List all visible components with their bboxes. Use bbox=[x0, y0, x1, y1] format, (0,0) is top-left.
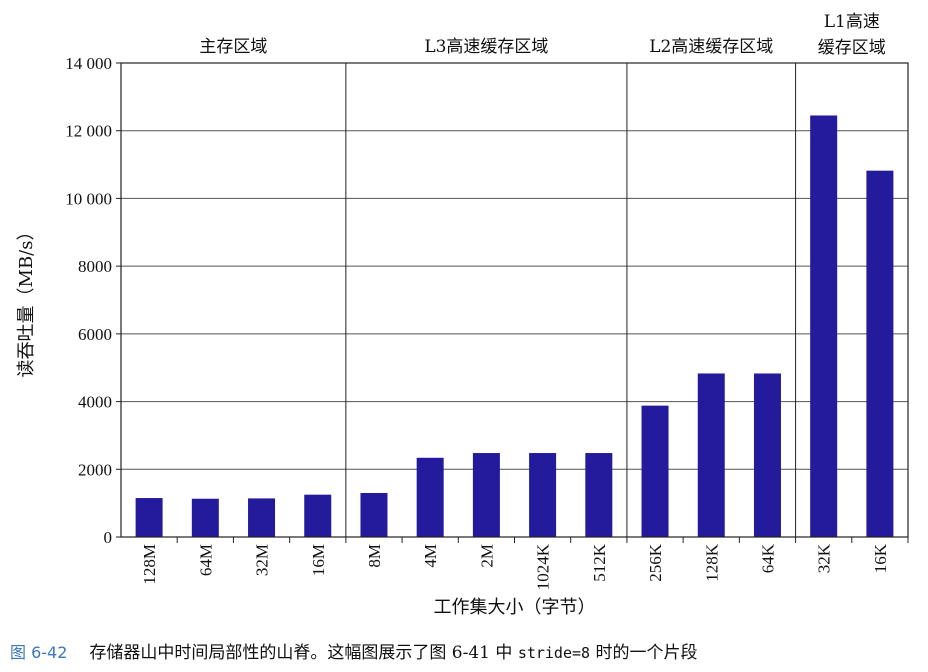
bar bbox=[135, 498, 163, 537]
bar bbox=[585, 453, 613, 537]
x-tick-label: 16K bbox=[871, 543, 890, 573]
bar bbox=[866, 170, 894, 537]
bar-chart: 0 2000 4000 6000 8000 10 000 12 000 14 000 主存区域 L… bbox=[16, 12, 909, 618]
gridlines bbox=[121, 62, 908, 537]
y-tick-label: 0 bbox=[104, 528, 113, 547]
labels: 0 2000 4000 6000 8000 10 000 12 000 14 000 主存区域 L… bbox=[16, 12, 890, 618]
bar bbox=[416, 457, 444, 537]
bars bbox=[135, 115, 894, 537]
bar bbox=[753, 373, 781, 537]
region-label: 缓存区域 bbox=[818, 38, 886, 58]
x-tick-label: 128M bbox=[140, 544, 159, 585]
bar bbox=[360, 492, 388, 537]
bar bbox=[191, 498, 219, 537]
x-tick-label: 8M bbox=[365, 544, 384, 568]
x-tick-label: 32M bbox=[253, 544, 272, 576]
y-axis-title: 读吞吐量（MB/s） bbox=[16, 223, 37, 378]
bar bbox=[529, 453, 557, 537]
y-tick-label: 14 000 bbox=[65, 54, 112, 73]
x-tick-label: 512K bbox=[590, 543, 609, 582]
bar bbox=[304, 494, 332, 537]
x-tick-label: 32K bbox=[815, 543, 834, 573]
bar bbox=[697, 373, 725, 537]
y-tick-label: 6000 bbox=[78, 325, 112, 344]
plot-frame bbox=[120, 62, 909, 538]
x-tick-label: 2M bbox=[477, 544, 496, 568]
bar bbox=[472, 453, 500, 537]
x-tick-label: 128K bbox=[702, 543, 721, 582]
axes bbox=[116, 62, 909, 543]
figure-caption: 图 6-42 存储器山中时间局部性的山脊。这幅图展示了图 6-41 中 strid… bbox=[10, 640, 920, 666]
region-label: L1高速 bbox=[824, 12, 880, 32]
caption-text-before: 存储器山中时间局部性的山脊。这幅图展示了图 6-41 中 bbox=[89, 643, 518, 663]
bar bbox=[248, 498, 276, 537]
region-label: L2高速缓存区域 bbox=[649, 37, 773, 57]
x-tick-label: 16M bbox=[309, 544, 328, 576]
x-tick-label: 4M bbox=[421, 544, 440, 568]
bar bbox=[810, 115, 838, 537]
y-tick-label: 10 000 bbox=[65, 189, 112, 208]
region-label: 主存区域 bbox=[199, 37, 267, 57]
region-label: L3高速缓存区域 bbox=[424, 37, 548, 57]
x-tick-label: 256K bbox=[646, 543, 665, 582]
y-tick-label: 4000 bbox=[78, 393, 112, 412]
y-tick-label: 8000 bbox=[78, 257, 112, 276]
x-axis-title: 工作集大小（字节） bbox=[434, 597, 596, 618]
x-tick-label: 1024K bbox=[534, 543, 553, 590]
caption-text-after: 时的一个片段 bbox=[590, 643, 698, 663]
y-tick-label: 12 000 bbox=[65, 122, 112, 141]
bar bbox=[641, 405, 669, 537]
chart-container: 0 2000 4000 6000 8000 10 000 12 000 14 000 主存区域 L… bbox=[16, 12, 909, 618]
caption-code: stride=8 bbox=[517, 644, 591, 662]
y-tick-label: 2000 bbox=[78, 460, 112, 479]
x-tick-label: 64K bbox=[758, 543, 777, 573]
figure-label: 图 6-42 bbox=[10, 643, 68, 662]
x-tick-label: 64M bbox=[196, 544, 215, 576]
